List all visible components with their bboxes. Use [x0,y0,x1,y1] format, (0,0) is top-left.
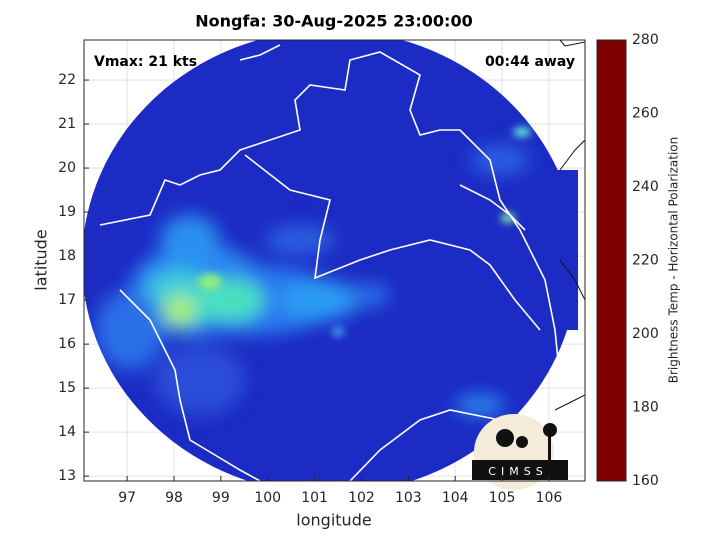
y-tick-label: 13 [58,468,76,484]
colorbar-tick-label: 280 [632,32,659,48]
colorbar [596,39,627,482]
y-tick-label: 15 [58,380,76,396]
borders-outside [554,40,585,411]
y-tick-label: 19 [58,204,76,220]
annotation: 00:44 away [485,54,575,70]
field [84,40,585,481]
y-tick-label: 16 [58,336,76,352]
colorbar-tick-label: 260 [632,106,659,122]
colorbar-tick-label: 200 [632,326,659,342]
x-tick-label: 100 [254,490,281,506]
y-tick-label: 22 [58,72,76,88]
logo: CIMSS [472,414,568,490]
chart-title: Nongfa: 30-Aug-2025 23:00:00 [195,12,472,31]
colorbar-tick-label: 160 [632,473,659,489]
x-tick-label: 99 [212,490,230,506]
x-axis-label: longitude [296,511,371,530]
logo-text: CIMSS [488,465,547,478]
colorbar-label: Brightness Temp - Horizontal Polarizatio… [667,137,681,384]
x-tick-label: 97 [118,490,136,506]
y-tick-label: 17 [58,292,76,308]
y-tick-label: 21 [58,116,76,132]
y-axis-label: latitude [32,229,51,290]
annotation: Vmax: 21 kts [94,54,197,70]
x-tick-label: 104 [442,490,469,506]
x-tick-label: 102 [348,490,375,506]
y-tick-label: 18 [58,248,76,264]
colorbar-tick-label: 180 [632,400,659,416]
colorbar-tick-label: 240 [632,179,659,195]
colorbar-tick-label: 220 [632,253,659,269]
y-tick-label: 14 [58,424,76,440]
x-tick-label: 106 [536,490,563,506]
x-tick-label: 103 [395,490,422,506]
ticks: 97 98 99 100 101 102 103 104 105 106 13 14 15 16 17 18 1… [58,72,562,506]
x-tick-label: 105 [489,490,516,506]
x-tick-label: 101 [301,490,328,506]
borders [99,44,561,481]
axes-box [83,39,586,482]
x-tick-label: 98 [165,490,183,506]
y-tick-label: 20 [58,160,76,176]
